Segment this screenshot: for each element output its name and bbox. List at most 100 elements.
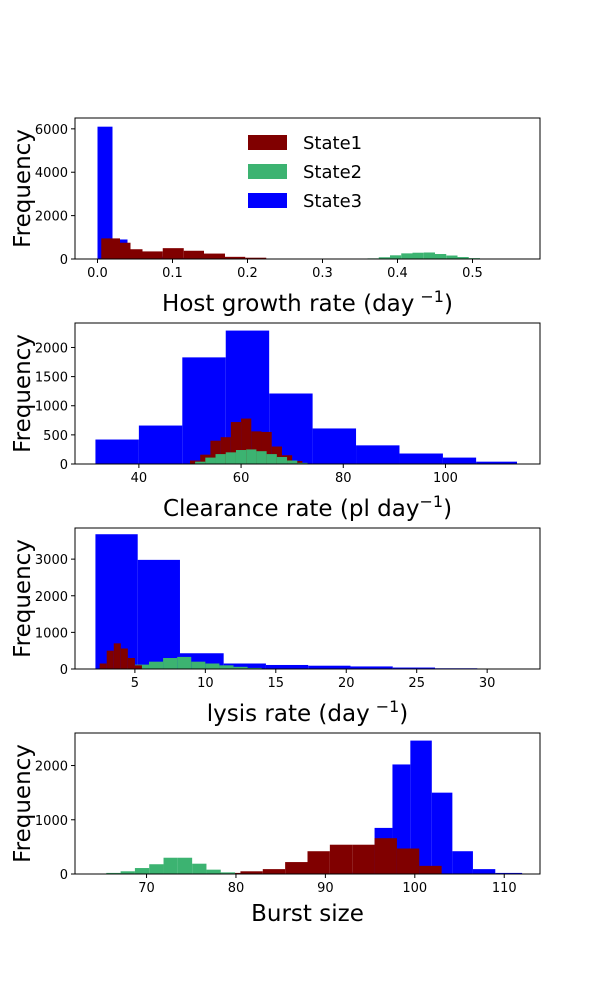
x-tick-label: 80 — [228, 881, 245, 896]
histogram-panel-1: 0.0 0.1 0.2 0.3 0.4 0.5 0 2000 4000 6000 Host grow… — [10, 117, 541, 317]
x-tick-label: 80 — [335, 471, 352, 486]
bar-state1-3 — [285, 862, 308, 874]
x-tick-label: 30 — [479, 676, 496, 691]
bar-state1-4 — [307, 851, 330, 874]
y-tick-label: 500 — [43, 429, 68, 444]
bar-state1-1 — [106, 650, 114, 669]
bar-state3-7 — [495, 872, 523, 874]
x-tick-label: 20 — [338, 676, 355, 691]
y-tick-label: 1000 — [35, 626, 68, 641]
bar-state3-3 — [410, 740, 432, 874]
x-tick-label: 0.4 — [387, 266, 408, 281]
x-tick-label: 40 — [131, 471, 148, 486]
bar-state1-6 — [352, 844, 375, 874]
y-tick-label: 1500 — [35, 371, 68, 386]
bar-state2-5 — [423, 252, 435, 259]
y-tick-label: 2000 — [35, 760, 68, 775]
bar-state1-1 — [200, 454, 211, 464]
bar-state2-10 — [297, 462, 308, 464]
legend-swatch-state1 — [248, 135, 287, 150]
bar-state1-9 — [419, 865, 442, 874]
histogram-panel-3: 5 10 15 20 25 30 0 1000 2000 3000 lysis rate (day −… — [10, 527, 541, 727]
legend-swatch-state2 — [248, 164, 287, 179]
bar-state1-1 — [120, 242, 131, 259]
bar-state2-7 — [266, 454, 277, 464]
x-axis-label-suffix: ) — [399, 701, 408, 727]
x-axis-label: lysis rate (day −1) — [207, 697, 409, 727]
x-axis-label-main: Clearance rate (pl day — [163, 496, 420, 522]
y-axis-label: Frequency — [10, 129, 36, 248]
x-tick-label: 10 — [197, 676, 214, 691]
bar-state2-8 — [457, 257, 469, 259]
bar-state1-4 — [230, 422, 242, 464]
bar-state1-7 — [261, 431, 272, 464]
bar-state2-3 — [401, 253, 413, 259]
bar-state1-7 — [225, 256, 246, 259]
x-axis-label-sup: −1 — [376, 697, 400, 716]
bar-state1-2 — [113, 643, 121, 669]
legend-label-state3: State3 — [303, 191, 362, 212]
x-tick-label: 90 — [317, 881, 334, 896]
x-tick-label: 0.5 — [462, 266, 483, 281]
bar-state2-5 — [191, 661, 206, 669]
bar-state2-6 — [192, 863, 207, 874]
x-axis-label-sup: −1 — [420, 287, 444, 306]
y-tick-label: 4000 — [35, 166, 68, 181]
series-state3 — [95, 534, 520, 669]
bar-state2-5 — [177, 857, 193, 874]
y-axis-label: Frequency — [10, 744, 36, 863]
y-tick-label: 3000 — [35, 553, 68, 568]
bar-state3-1 — [137, 559, 180, 669]
bar-state2-3 — [149, 864, 164, 874]
bar-state3-7 — [399, 453, 443, 464]
axes-frame — [74, 732, 541, 875]
bar-state1-6 — [204, 253, 225, 259]
y-tick-label: 0 — [60, 458, 68, 473]
bar-state3-3 — [223, 663, 266, 669]
bar-state2-6 — [256, 451, 267, 464]
bar-state1-5 — [183, 250, 204, 259]
legend-label-state1: State1 — [303, 133, 362, 154]
bar-state3-0 — [95, 439, 139, 464]
x-tick-label: 60 — [233, 471, 250, 486]
bar-state3-5 — [308, 665, 351, 669]
y-axis-label: Frequency — [10, 334, 36, 453]
y-tick-label: 2000 — [35, 590, 68, 605]
bar-state1-2 — [130, 249, 143, 259]
bar-state2-4 — [177, 656, 192, 669]
bar-state2-1 — [378, 257, 390, 259]
bar-state2-1 — [120, 871, 135, 874]
x-axis-label: Host growth rate (day −1) — [162, 287, 453, 317]
bar-state1-5 — [329, 844, 353, 874]
x-tick-label: 100 — [433, 471, 458, 486]
bar-state1-3 — [142, 251, 163, 259]
bar-state3-9 — [476, 461, 518, 464]
legend-label-state2: State2 — [303, 162, 362, 183]
bar-state2-3 — [225, 452, 236, 464]
series-state2 — [367, 252, 492, 259]
axes-frame — [74, 527, 541, 670]
bar-state2-4 — [235, 450, 247, 464]
bar-state1-0 — [101, 238, 120, 259]
bar-state1-5 — [134, 665, 142, 669]
bar-state3-8 — [442, 457, 477, 464]
axes-frame — [74, 117, 541, 260]
bar-state2-5 — [246, 449, 257, 464]
bar-state2-8 — [276, 457, 288, 464]
bar-state2-7 — [446, 255, 458, 259]
bar-state1-2 — [210, 440, 221, 464]
bar-state2-3 — [163, 658, 178, 669]
series-state2 — [195, 449, 308, 464]
y-tick-label: 1000 — [35, 814, 68, 829]
bar-state2-8 — [220, 872, 236, 874]
x-tick-label: 110 — [492, 881, 517, 896]
x-axis-label-main: lysis rate (day — [207, 701, 370, 727]
bar-state3-4 — [265, 664, 309, 669]
series-state1 — [101, 238, 267, 259]
x-tick-label: 0.3 — [312, 266, 333, 281]
histogram-panel-4: 70 80 90 100 110 0 1000 2000 Burst size Frequency — [10, 732, 541, 927]
bar-state1-8 — [396, 848, 420, 874]
bar-state3-0 — [97, 126, 113, 259]
